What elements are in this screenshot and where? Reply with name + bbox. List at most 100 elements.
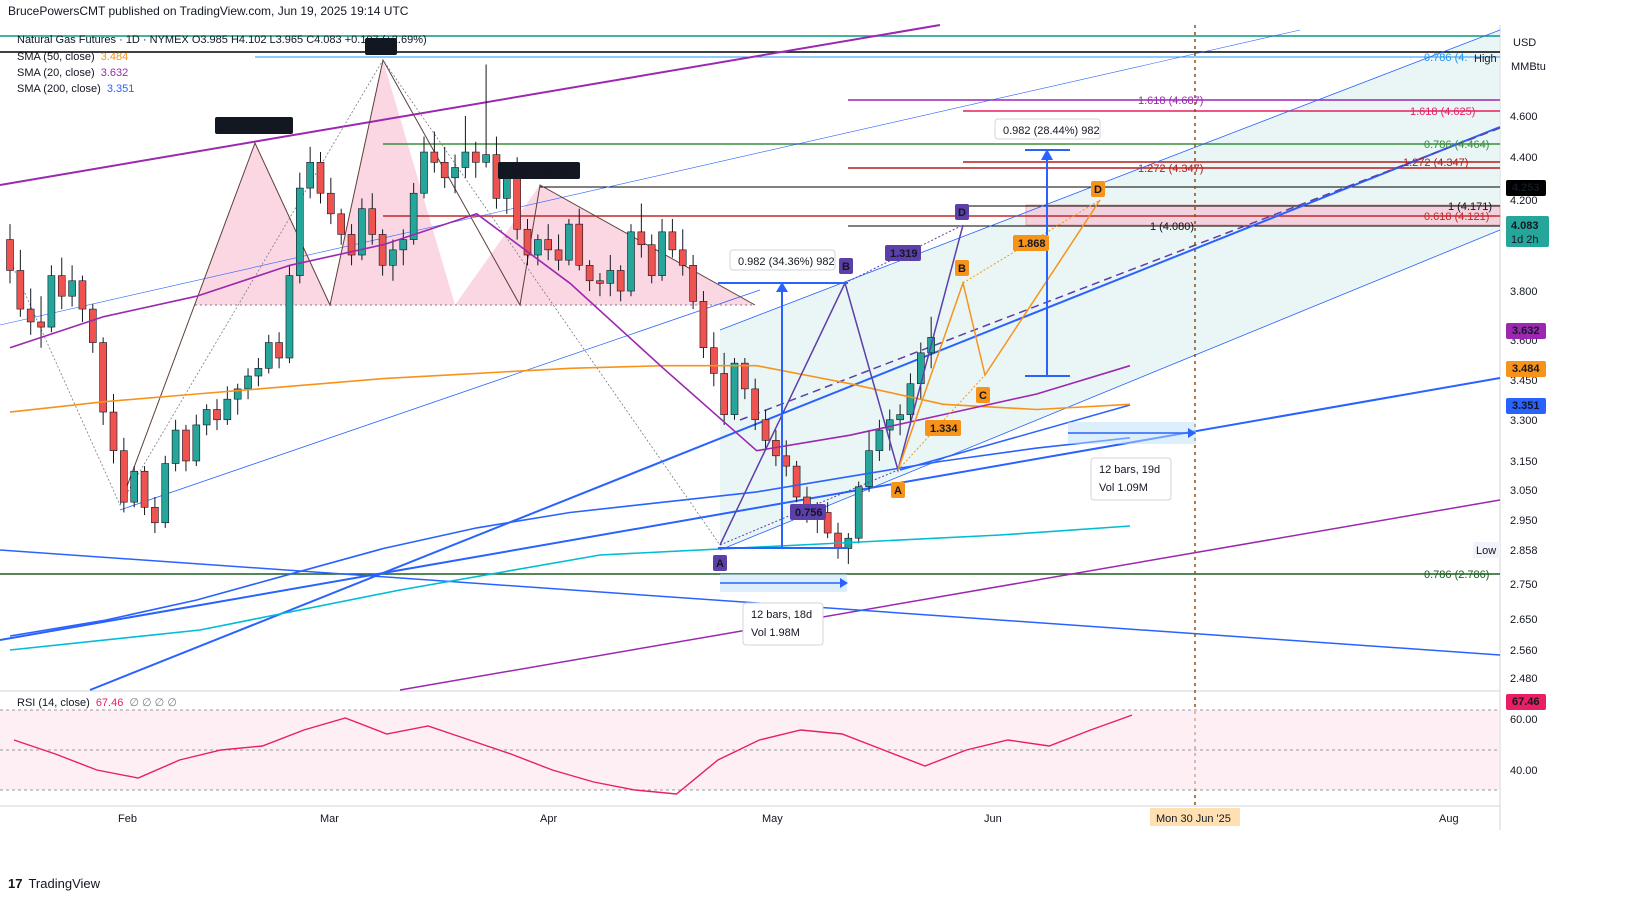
- candle[interactable]: [854, 481, 863, 544]
- cyan-ma-line[interactable]: [9, 525, 1131, 651]
- badge-sma20[interactable]: [1506, 323, 1546, 339]
- candle[interactable]: [471, 141, 480, 178]
- badge-sma50[interactable]: [1506, 361, 1546, 377]
- candle[interactable]: [202, 404, 211, 436]
- candle[interactable]: [637, 203, 646, 258]
- channel-lower-line[interactable]: [719, 229, 1501, 551]
- candle[interactable]: [647, 234, 656, 284]
- candle[interactable]: [37, 296, 45, 348]
- candle[interactable]: [430, 131, 439, 173]
- candle[interactable]: [285, 265, 294, 364]
- candle[interactable]: [57, 257, 66, 310]
- badge-last-price[interactable]: [1506, 216, 1549, 247]
- candle[interactable]: [751, 378, 760, 431]
- candle[interactable]: [161, 455, 170, 528]
- candle[interactable]: [616, 265, 625, 302]
- head-label[interactable]: [365, 38, 397, 55]
- left-shoulder-label[interactable]: [215, 117, 293, 134]
- sma20-legend[interactable]: SMA (20, close) 3.632: [17, 67, 128, 79]
- badge-sma200[interactable]: [1506, 398, 1546, 414]
- candle[interactable]: [741, 357, 749, 400]
- footer-brand[interactable]: 17 TradingView: [8, 876, 100, 891]
- candle[interactable]: [678, 229, 687, 276]
- point-a1[interactable]: [713, 555, 727, 571]
- candle[interactable]: [316, 152, 325, 204]
- sma200-line[interactable]: [9, 437, 1131, 637]
- candle[interactable]: [523, 218, 532, 266]
- main-support-trendline[interactable]: [89, 126, 1501, 691]
- right-shoulder-label[interactable]: [498, 162, 580, 179]
- candle[interactable]: [730, 357, 739, 420]
- point-b1[interactable]: [839, 258, 853, 274]
- hs-dotted-line[interactable]: [9, 59, 721, 546]
- candle[interactable]: [223, 386, 232, 425]
- candle[interactable]: [151, 497, 159, 534]
- date-range-1-info[interactable]: [742, 602, 824, 646]
- point-c2[interactable]: [976, 387, 990, 403]
- time-highlight-badge[interactable]: [1150, 808, 1240, 826]
- point-d2[interactable]: [1091, 181, 1105, 197]
- candle[interactable]: [720, 352, 728, 425]
- candle[interactable]: [120, 437, 128, 513]
- measure1-info[interactable]: [729, 249, 836, 271]
- short-blue-line[interactable]: [899, 404, 1131, 471]
- candle[interactable]: [78, 275, 87, 322]
- candle[interactable]: [192, 414, 201, 467]
- candle[interactable]: [254, 357, 263, 387]
- measure2-info[interactable]: [994, 118, 1101, 140]
- candle[interactable]: [244, 368, 252, 400]
- ratio-1334-pill[interactable]: [925, 420, 961, 436]
- candle[interactable]: [130, 466, 138, 508]
- candle[interactable]: [368, 193, 377, 245]
- date-range-2-info[interactable]: [1090, 457, 1172, 501]
- candle[interactable]: [89, 303, 97, 353]
- point-a2[interactable]: [891, 482, 905, 498]
- sma200-legend[interactable]: SMA (200, close) 3.351: [17, 83, 134, 95]
- candle[interactable]: [420, 136, 428, 199]
- candle[interactable]: [896, 404, 904, 436]
- candle[interactable]: [689, 255, 697, 310]
- candle[interactable]: [109, 394, 118, 464]
- point-b2[interactable]: [955, 260, 969, 276]
- channel-midline[interactable]: [739, 127, 1501, 421]
- candle[interactable]: [596, 273, 604, 297]
- candle[interactable]: [389, 239, 397, 281]
- head-shoulders-pattern[interactable]: [195, 60, 540, 305]
- candle[interactable]: [6, 224, 14, 284]
- candle[interactable]: [461, 116, 470, 178]
- candle[interactable]: [575, 208, 584, 271]
- candle[interactable]: [440, 146, 449, 189]
- candle[interactable]: [554, 234, 563, 271]
- candle[interactable]: [792, 460, 801, 503]
- candle[interactable]: [264, 334, 273, 374]
- badge-rsi[interactable]: [1506, 694, 1546, 710]
- candle[interactable]: [865, 430, 873, 492]
- candle[interactable]: [171, 419, 180, 472]
- candle[interactable]: [668, 218, 677, 258]
- candle[interactable]: [140, 466, 149, 516]
- long-support-trendline[interactable]: [0, 377, 1501, 641]
- candle[interactable]: [347, 224, 356, 266]
- candle[interactable]: [451, 154, 459, 194]
- candle[interactable]: [68, 265, 76, 307]
- target-zone[interactable]: [1025, 204, 1501, 226]
- candle[interactable]: [761, 409, 770, 451]
- candle[interactable]: [823, 502, 832, 539]
- candle[interactable]: [875, 419, 884, 461]
- candle[interactable]: [47, 265, 56, 333]
- ratio-0756-pill[interactable]: [790, 504, 826, 520]
- point-d1[interactable]: [955, 204, 969, 220]
- lower-purple-trendline[interactable]: [399, 499, 1501, 691]
- candle[interactable]: [213, 399, 221, 431]
- ratio-1319-pill[interactable]: [885, 245, 921, 261]
- rsi-line[interactable]: [13, 714, 1133, 795]
- upper-purple-trendline[interactable]: [0, 24, 941, 186]
- badge-4253[interactable]: [1506, 180, 1546, 196]
- abcd-pattern[interactable]: [897, 199, 1101, 471]
- sma50-legend[interactable]: SMA (50, close) 3.484: [17, 51, 128, 63]
- candle[interactable]: [699, 291, 708, 358]
- candle[interactable]: [99, 337, 107, 425]
- candle[interactable]: [306, 146, 314, 199]
- candle[interactable]: [399, 229, 408, 266]
